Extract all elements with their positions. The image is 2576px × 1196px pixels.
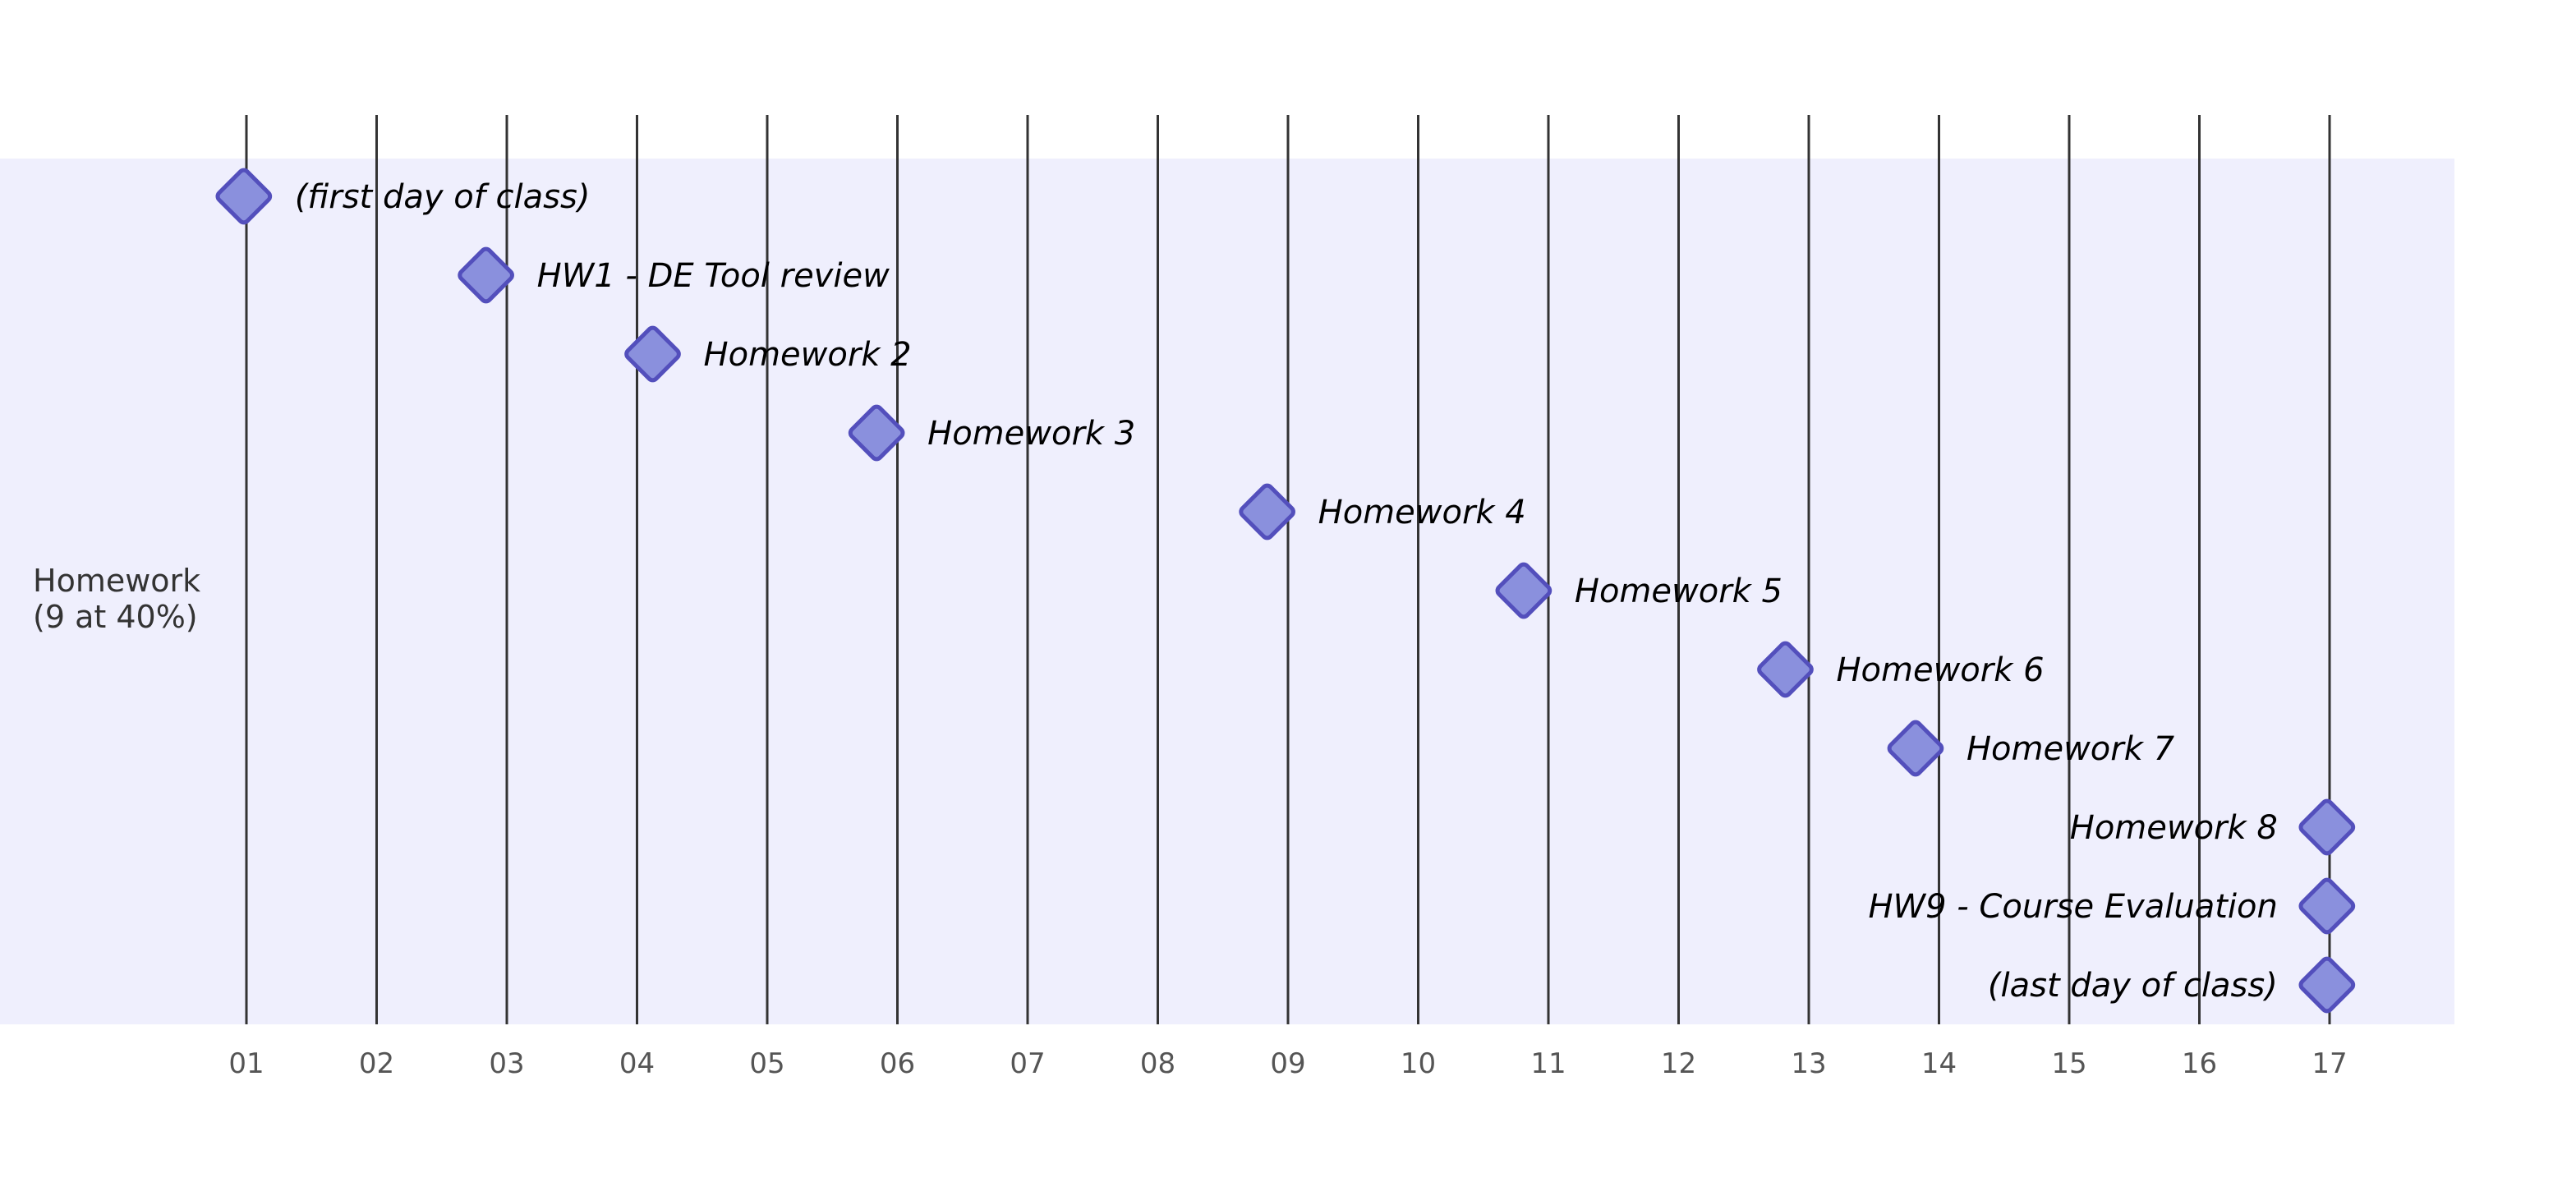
milestone-diamond xyxy=(1495,562,1552,619)
milestone-diamond xyxy=(1887,720,1944,777)
x-tick-label: 08 xyxy=(1140,1047,1175,1080)
milestones: (first day of class) HW1 - DE Tool review… xyxy=(215,168,2356,1014)
section-title-line-1: Homework xyxy=(33,563,200,599)
milestone-label: (last day of class) xyxy=(1988,967,2278,1005)
milestone-label: Homework 7 xyxy=(1966,730,2175,768)
x-tick-label: 09 xyxy=(1270,1047,1305,1080)
x-tick-label: 11 xyxy=(1530,1047,1566,1080)
section-background xyxy=(0,159,2454,1024)
milestone: Homework 4 xyxy=(1239,483,1526,540)
milestone-label: Homework 5 xyxy=(1575,573,1782,610)
x-tick-label: 12 xyxy=(1661,1047,1696,1080)
milestone: Homework 6 xyxy=(1757,641,2045,698)
milestone: Homework 8 xyxy=(2070,798,2356,856)
x-tick-label: 16 xyxy=(2182,1047,2217,1080)
milestone: Homework 7 xyxy=(1887,720,2175,777)
milestone-label: Homework 2 xyxy=(704,336,912,374)
x-tick-label: 07 xyxy=(1010,1047,1045,1080)
x-tick-label: 01 xyxy=(228,1047,264,1080)
milestone: HW9 - Course Evaluation xyxy=(1868,877,2356,935)
milestone-label: (first day of class) xyxy=(295,178,591,216)
milestone: Homework 5 xyxy=(1495,562,1782,619)
x-tick-label: 02 xyxy=(359,1047,394,1080)
x-tick-label: 15 xyxy=(2051,1047,2086,1080)
milestone-label: Homework 3 xyxy=(927,415,1135,453)
milestone-diamond xyxy=(215,168,273,225)
x-tick-label: 17 xyxy=(2312,1047,2347,1080)
milestone: (last day of class) xyxy=(1988,956,2356,1014)
milestone-label: Homework 4 xyxy=(1318,494,1526,531)
x-tick-label: 10 xyxy=(1401,1047,1436,1080)
milestone: (first day of class) xyxy=(215,168,591,225)
milestone-diamond xyxy=(1239,483,1295,540)
x-axis-tick-labels: 01 02 03 04 05 06 07 08 09 10 11 12 13 14 15 16 17 xyxy=(228,1047,2347,1080)
milestone-diamond xyxy=(624,325,681,383)
milestone-label: Homework 8 xyxy=(2070,809,2278,847)
milestone-label: HW1 - DE Tool review xyxy=(537,257,890,295)
milestone-label: Homework 6 xyxy=(1836,651,2044,689)
milestone-diamond xyxy=(458,246,514,304)
milestone-diamond xyxy=(2298,877,2356,935)
milestone: Homework 2 xyxy=(624,325,912,383)
milestone-diamond xyxy=(2298,956,2356,1014)
milestone-label: HW9 - Course Evaluation xyxy=(1868,888,2277,926)
x-tick-label: 14 xyxy=(1921,1047,1957,1080)
x-tick-label: 03 xyxy=(489,1047,524,1080)
milestone: Homework 3 xyxy=(848,404,1135,462)
milestone-diamond xyxy=(1757,641,1814,698)
x-tick-label: 06 xyxy=(880,1047,915,1080)
milestone: HW1 - DE Tool review xyxy=(458,246,890,304)
milestone-diamond xyxy=(848,404,905,462)
x-tick-label: 13 xyxy=(1791,1047,1826,1080)
section-title-line-2: (9 at 40%) xyxy=(33,599,198,635)
x-tick-label: 04 xyxy=(619,1047,655,1080)
x-tick-label: 05 xyxy=(749,1047,784,1080)
milestone-diamond xyxy=(2298,798,2356,856)
section-title: Homework (9 at 40%) xyxy=(33,563,210,635)
